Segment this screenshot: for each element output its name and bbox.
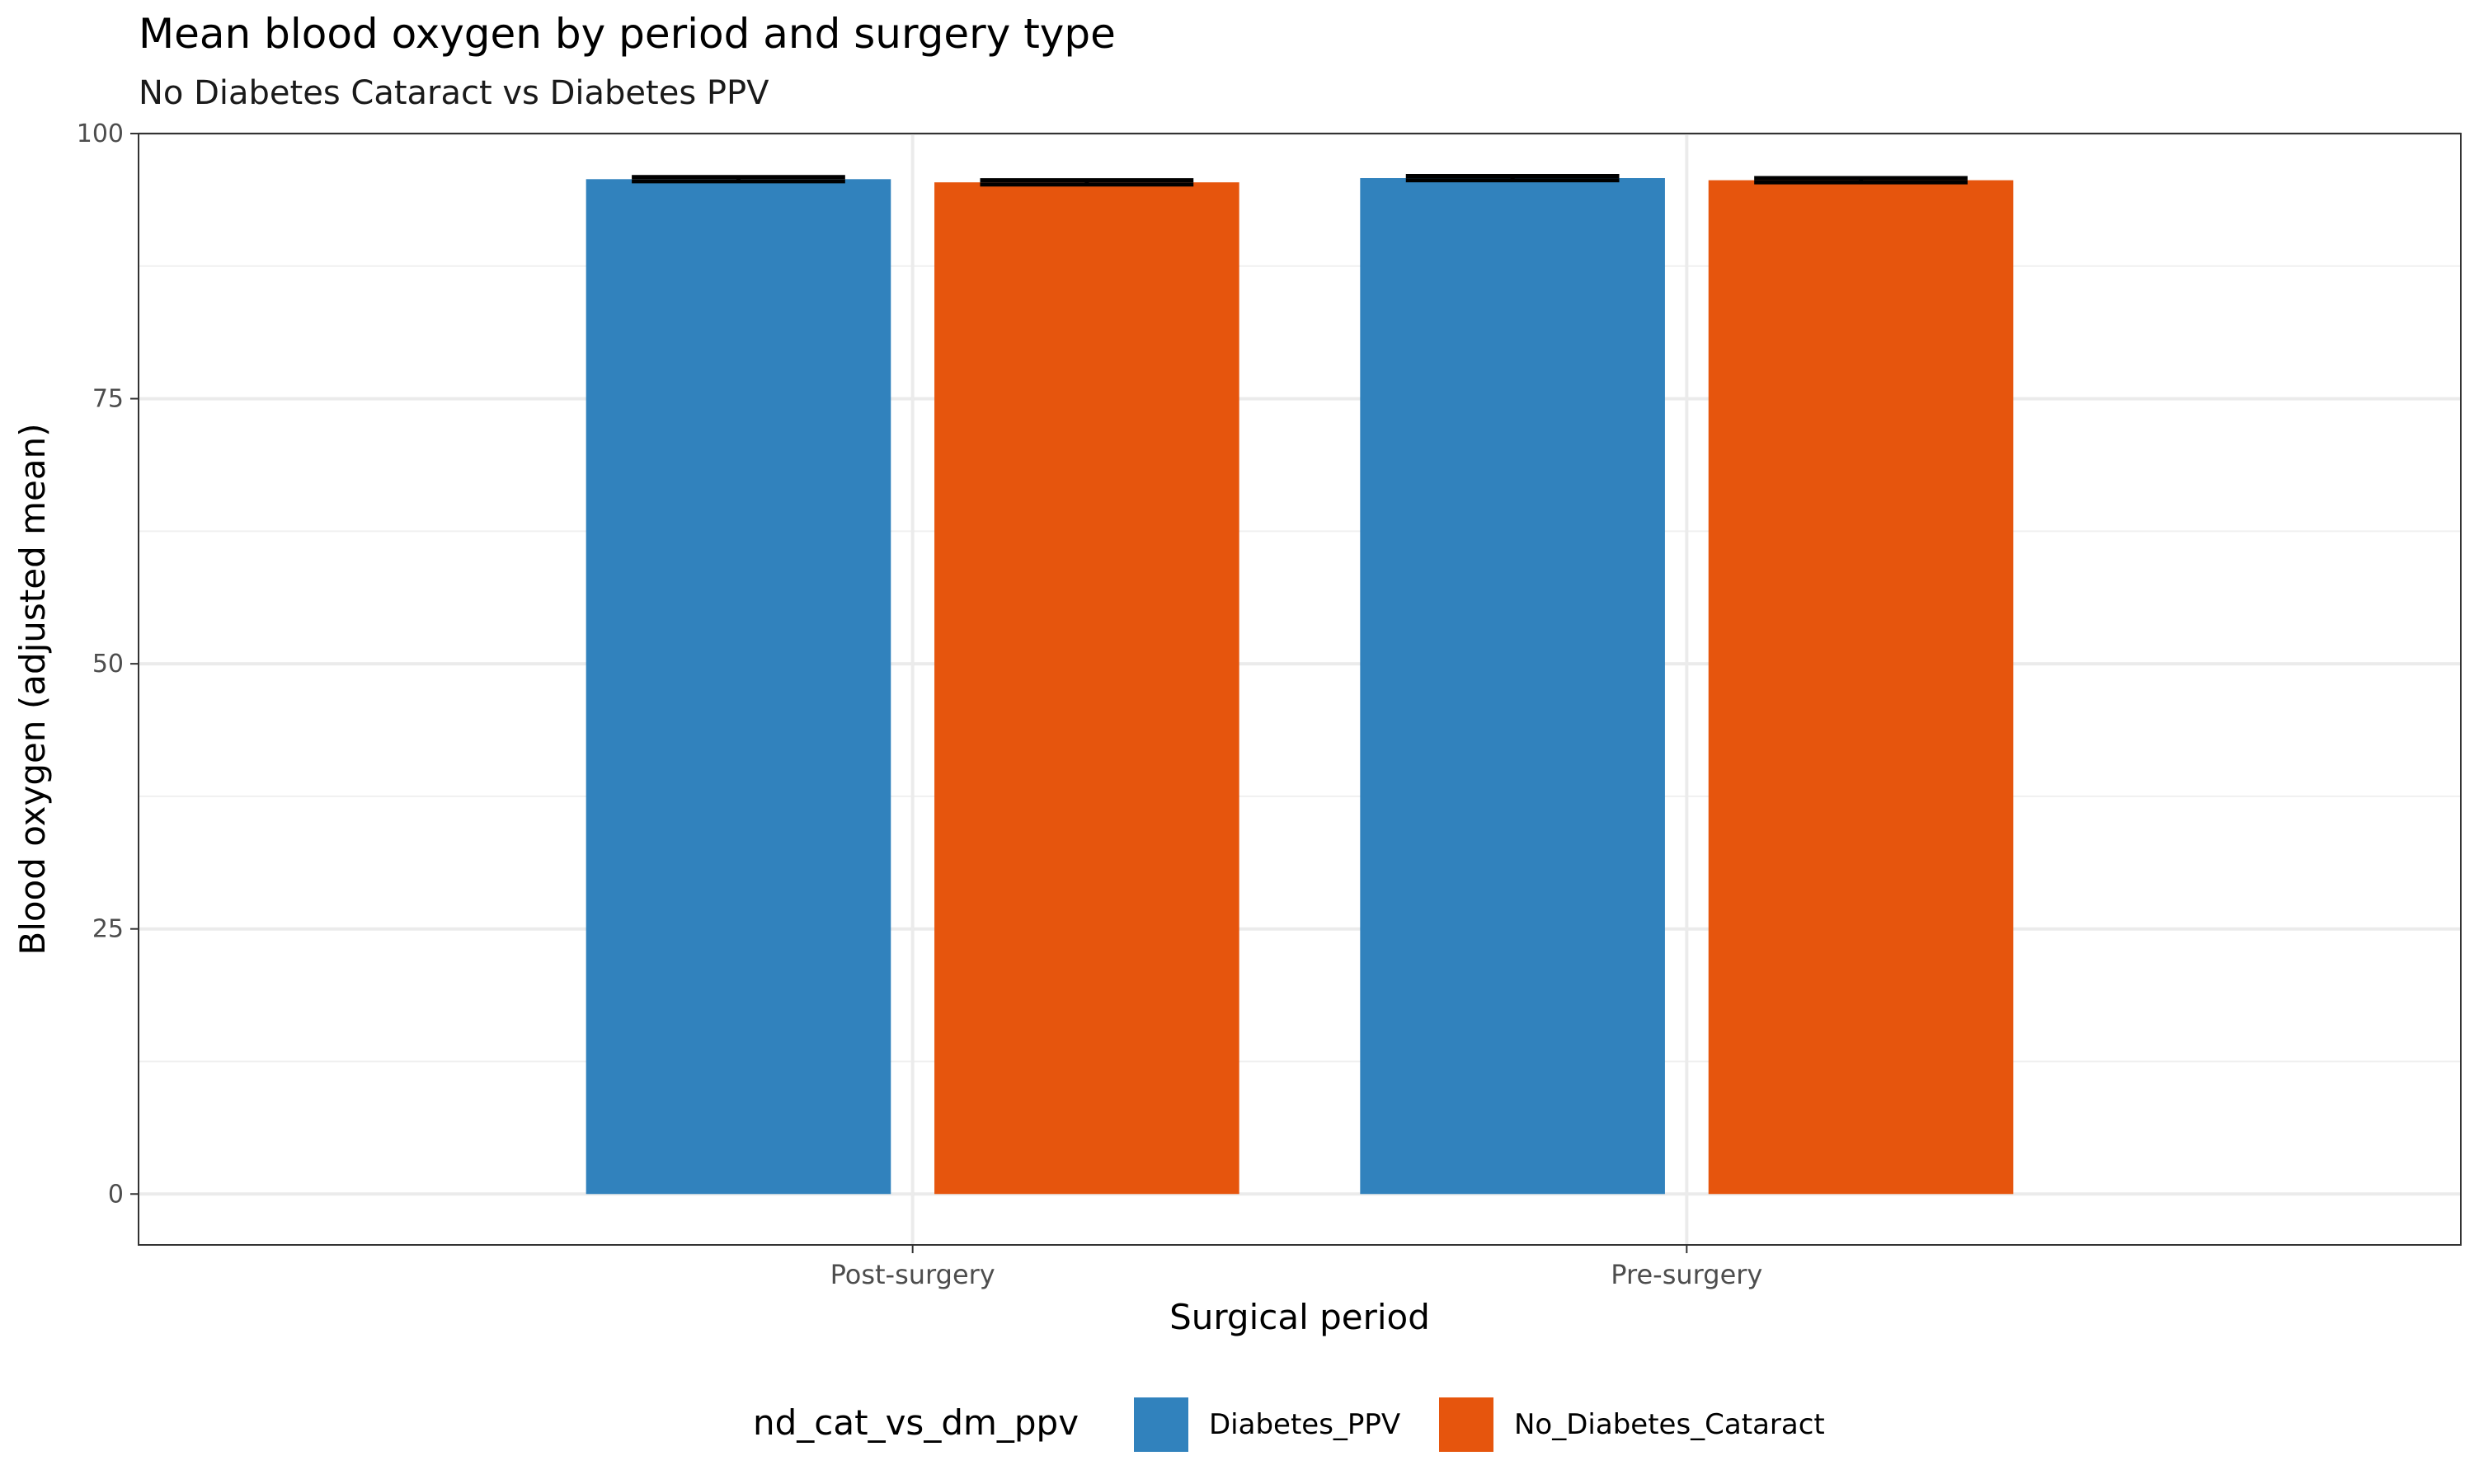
legend-title: nd_cat_vs_dm_ppv xyxy=(753,1402,1079,1443)
x-axis: Post-surgery Pre-surgery xyxy=(830,1245,1762,1290)
legend-key xyxy=(1134,1397,1188,1452)
bars xyxy=(586,178,2014,1195)
legend-item: No_Diabetes_Cataract xyxy=(1439,1397,1825,1452)
legend-label: No_Diabetes_Cataract xyxy=(1514,1408,1825,1441)
y-tick-label: 0 xyxy=(108,1180,124,1209)
chart-subtitle: No Diabetes Cataract vs Diabetes PPV xyxy=(139,74,769,112)
y-tick-label: 100 xyxy=(77,120,124,148)
legend-label: Diabetes_PPV xyxy=(1209,1408,1400,1441)
y-tick-label: 50 xyxy=(92,650,124,679)
error-bar xyxy=(1405,173,1620,183)
chart-title: Mean blood oxygen by period and surgery … xyxy=(139,10,1116,58)
bar xyxy=(1360,178,1665,1195)
legend-item: Diabetes_PPV xyxy=(1134,1397,1400,1452)
error-bar xyxy=(980,178,1194,187)
error-bar xyxy=(1754,176,1968,185)
error-bars xyxy=(632,173,1968,187)
bar xyxy=(934,182,1239,1195)
y-axis: 0 25 50 75 100 xyxy=(77,120,139,1209)
y-tick-label: 25 xyxy=(92,915,124,944)
plot-panel-border xyxy=(138,133,2462,1246)
y-axis-title: Blood oxygen (adjusted mean) xyxy=(12,423,53,955)
error-bar xyxy=(632,175,845,184)
y-tick-label: 75 xyxy=(92,385,124,414)
x-tick-label: Post-surgery xyxy=(830,1259,995,1290)
x-axis-title: Surgical period xyxy=(1169,1297,1430,1337)
bar xyxy=(1708,180,2014,1195)
bar xyxy=(586,179,891,1195)
x-tick-label: Pre-surgery xyxy=(1611,1259,1762,1290)
legend-key xyxy=(1439,1397,1493,1452)
legend: nd_cat_vs_dm_ppv Diabetes_PPV No_Diabetes… xyxy=(753,1397,1825,1452)
